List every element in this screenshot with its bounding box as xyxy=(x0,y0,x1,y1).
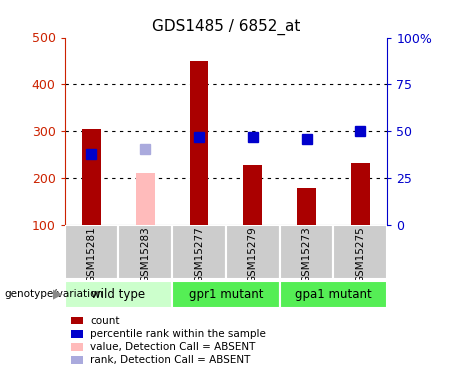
Bar xyxy=(243,165,262,225)
Text: GSM15279: GSM15279 xyxy=(248,226,258,283)
Text: gpa1 mutant: gpa1 mutant xyxy=(295,288,372,301)
Text: gpr1 mutant: gpr1 mutant xyxy=(189,288,263,301)
Text: GSM15281: GSM15281 xyxy=(86,226,96,283)
Text: GSM15277: GSM15277 xyxy=(194,226,204,283)
Bar xyxy=(172,281,280,308)
Bar xyxy=(189,61,208,225)
Text: value, Detection Call = ABSENT: value, Detection Call = ABSENT xyxy=(90,342,255,352)
Bar xyxy=(136,173,154,225)
Bar xyxy=(172,225,226,279)
Bar xyxy=(280,225,333,279)
Bar xyxy=(297,188,316,225)
Text: genotype/variation: genotype/variation xyxy=(5,290,104,299)
Title: GDS1485 / 6852_at: GDS1485 / 6852_at xyxy=(152,18,300,35)
Text: wild type: wild type xyxy=(91,288,145,301)
Bar xyxy=(280,281,387,308)
Bar xyxy=(333,225,387,279)
Text: GSM15283: GSM15283 xyxy=(140,226,150,283)
Text: rank, Detection Call = ABSENT: rank, Detection Call = ABSENT xyxy=(90,355,250,365)
Bar xyxy=(118,225,172,279)
Text: GSM15275: GSM15275 xyxy=(355,226,366,283)
Bar xyxy=(82,129,101,225)
Bar xyxy=(65,225,118,279)
Text: GSM15273: GSM15273 xyxy=(301,226,312,283)
Bar xyxy=(65,281,172,308)
Text: percentile rank within the sample: percentile rank within the sample xyxy=(90,329,266,339)
Bar xyxy=(351,163,370,225)
Text: count: count xyxy=(90,316,119,326)
Text: ▶: ▶ xyxy=(53,288,62,301)
Bar xyxy=(226,225,280,279)
